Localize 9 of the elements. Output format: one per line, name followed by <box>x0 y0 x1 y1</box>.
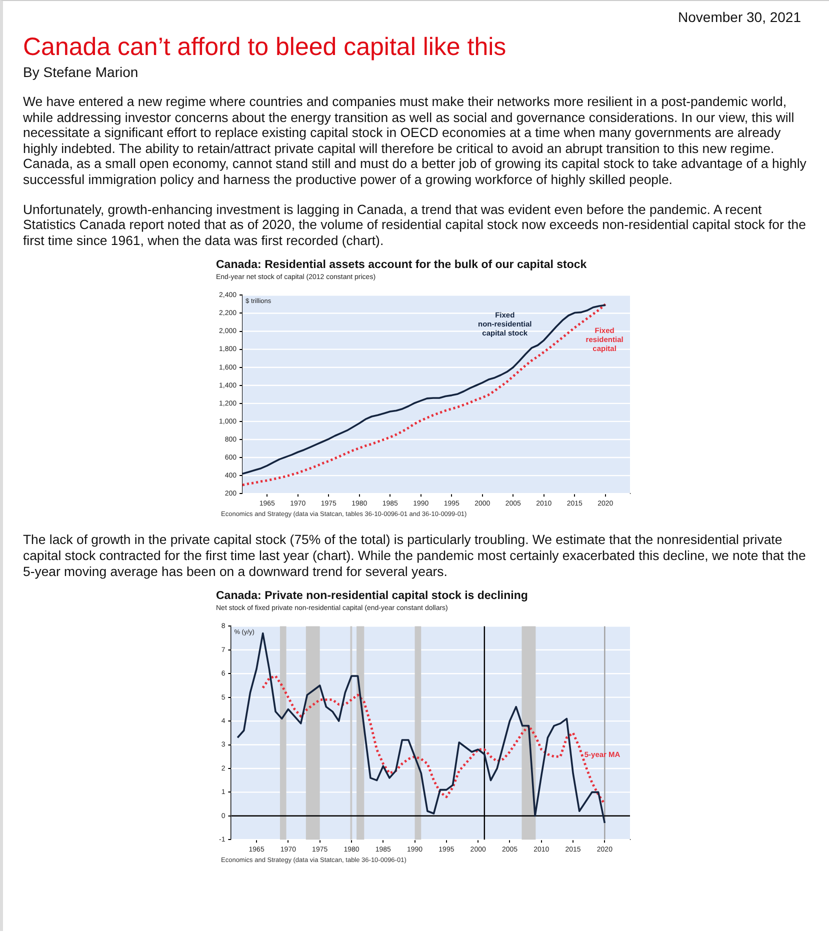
text: By Stefane Marion <box>23 64 140 80</box>
text: We have entered a new regime where countries and companies must make their networks more resilient in a post-pandemic world, while addressing investor concerns about the energy transition as well as social and governance considerations. In our view, this will necessitate a significant effort to replace existing capital stock in OECD economies at a time when many governments are already highly indebted. The ability to retain/attract private capital will therefore be critical to avoid an abrupt transition to this new regime. Canada, as a small open economy, cannot stand still and must do a better job of growing its capital stock to take advantage of a highly successful immigration policy and harness the productive power of a growing workforce of highly skilled people. <box>23 94 808 188</box>
line-series <box>262 674 606 806</box>
text: Canada can’t afford to bleed capital like this <box>23 33 508 62</box>
text: November 30, 2021 <box>677 8 801 25</box>
text: Unfortunately, growth-enhancing investment is lagging in Canada, a trend that was evident even before the pandemic. A recent Statistics Canada report noted that as of 2020, the volume of residential capital stock now exceeds non-residential capital stock for the first time since 1961, when the data was first recorded (chart). <box>23 202 807 248</box>
chart-title: Canada: Private non-residential capital stock is declining <box>216 590 528 602</box>
text: The lack of growth in the private capital stock (75% of the total) is particularly troubling. We estimate that the nonresidential private capital stock contracted for the first time last year (chart). While the pandemic most certainly exacerbated this decline, we note that the 5-year moving average has been on a downward trend for several years. <box>23 532 807 580</box>
chart-title: Canada: Residential assets account for the bulk of our capital stock <box>216 259 588 272</box>
